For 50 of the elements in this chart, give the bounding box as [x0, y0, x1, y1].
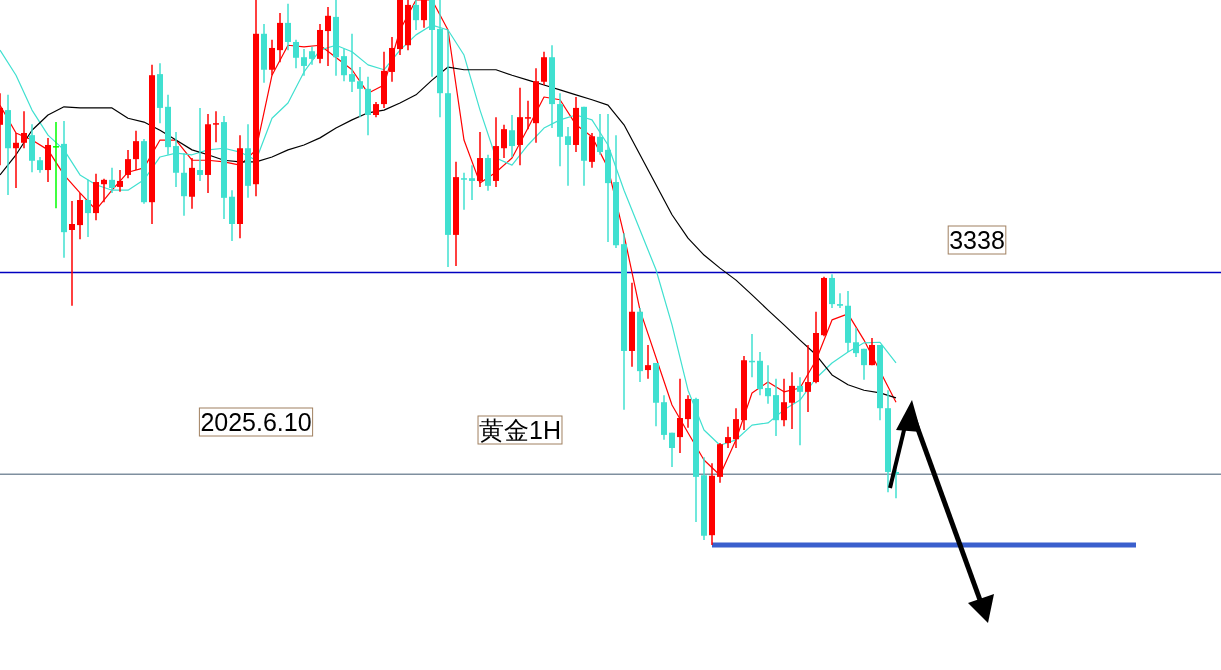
candlestick [869, 337, 875, 366]
candlestick [509, 114, 515, 158]
candlestick [53, 121, 59, 209]
candlestick [765, 364, 771, 405]
candlestick [669, 431, 675, 468]
candlestick [293, 39, 299, 69]
candlestick [421, 0, 427, 29]
candlestick [21, 110, 27, 149]
candlestick [853, 327, 859, 358]
candlestick [733, 407, 739, 449]
candlestick [357, 66, 363, 118]
label: 2025.6.10 [198, 407, 314, 437]
candlestick [837, 292, 843, 309]
candlestick [13, 132, 19, 189]
candlestick [85, 179, 91, 238]
candlestick [477, 131, 483, 188]
candlestick [861, 348, 867, 381]
candlestick [109, 167, 115, 194]
candlestick [341, 48, 347, 82]
candlestick [781, 378, 787, 427]
candlestick [101, 178, 107, 203]
candlestick [413, 0, 419, 31]
candlestick [501, 124, 507, 159]
candlestick [725, 425, 731, 449]
candlestick [213, 110, 219, 143]
label: 黄金1H [477, 415, 563, 445]
candlestick [197, 107, 203, 182]
candlestick [597, 113, 603, 156]
candlestick [789, 371, 795, 430]
candlestick [677, 378, 683, 454]
candlestick [125, 149, 131, 179]
candlestick [181, 152, 187, 217]
candlestick [285, 3, 291, 51]
candlestick [69, 200, 75, 307]
candlestick [525, 100, 531, 130]
candlestick [685, 394, 691, 429]
candlestick [565, 126, 571, 187]
candlestick [645, 344, 651, 380]
candlestick [117, 169, 123, 193]
candlestick [349, 33, 355, 93]
candlestick [133, 130, 139, 171]
candlestick [805, 344, 811, 413]
label: 3338 [947, 225, 1007, 255]
candlestick [389, 36, 395, 83]
candlestick [301, 48, 307, 77]
candlestick [797, 376, 803, 447]
candlestick [461, 172, 467, 211]
candlestick [325, 6, 331, 67]
candlestick [469, 164, 475, 201]
candlestick [269, 39, 275, 76]
